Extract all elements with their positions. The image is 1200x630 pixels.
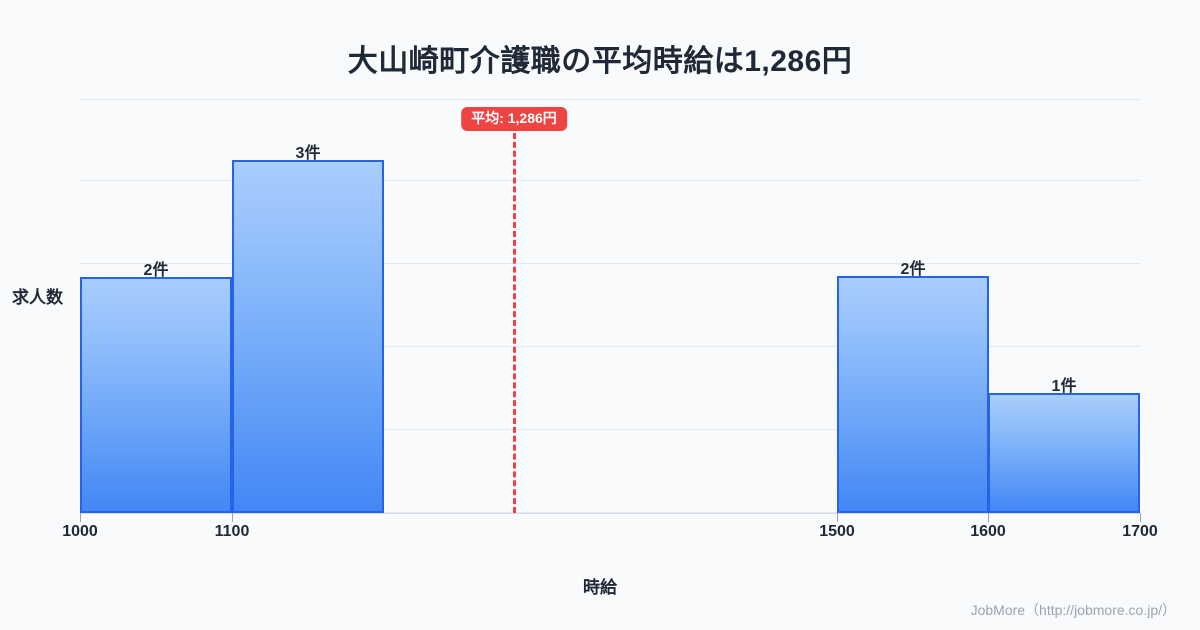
average-badge: 平均: 1,286円 <box>461 107 567 132</box>
x-tick-label: 1600 <box>970 523 1006 540</box>
bar-1000-1100[interactable] <box>80 277 232 513</box>
gridline <box>80 346 1140 347</box>
x-tick-label: 1000 <box>62 523 98 540</box>
x-axis-title: 時給 <box>583 578 617 597</box>
x-tick-mark <box>80 513 81 522</box>
gridline <box>80 512 1140 513</box>
gridline <box>80 180 1140 181</box>
x-tick-mark <box>837 513 838 522</box>
x-tick-label: 1500 <box>819 523 855 540</box>
gridline <box>80 99 1140 100</box>
x-tick-label: 1700 <box>1122 523 1158 540</box>
page-title: 大山崎町介護職の平均時給は1,286円 <box>347 45 853 78</box>
x-tick-mark <box>988 513 989 522</box>
gridline <box>80 429 1140 430</box>
x-tick-label: 1100 <box>214 523 250 540</box>
plot-area: 2件 3件 2件 1件 平均: 1,286円 <box>80 99 1140 513</box>
bar-label: 2件 <box>900 261 926 278</box>
bar-label: 2件 <box>143 262 169 279</box>
x-tick-mark <box>1140 513 1141 522</box>
bar-1600-1700[interactable] <box>988 393 1140 513</box>
x-axis-baseline <box>80 513 1140 514</box>
bar-1500-1600[interactable] <box>837 276 989 513</box>
y-axis-title: 求人数 <box>12 288 63 307</box>
bar-label: 1件 <box>1051 378 1077 395</box>
x-tick-mark <box>232 513 233 522</box>
footer-credit: JobMore（http://jobmore.co.jp/） <box>970 602 1176 618</box>
bar-label: 3件 <box>295 145 321 162</box>
gridline <box>80 263 1140 264</box>
average-line <box>513 133 516 513</box>
bar-1100-1200[interactable] <box>232 160 384 513</box>
